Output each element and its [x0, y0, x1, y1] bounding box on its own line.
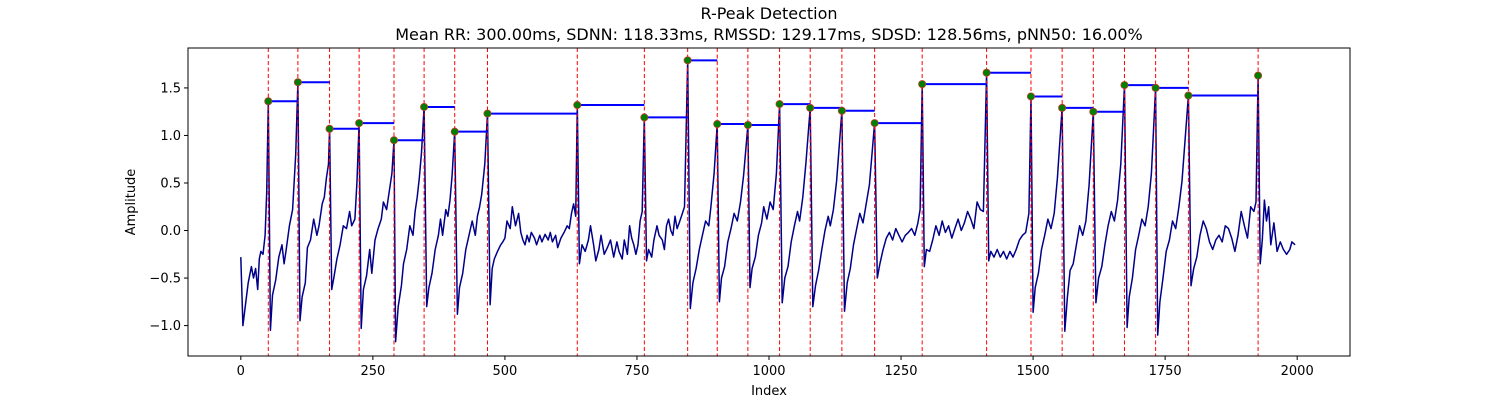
peak-marker: [713, 120, 722, 129]
x-tick-label: 0: [237, 364, 245, 379]
chart-title: R-Peak Detection: [700, 4, 837, 23]
x-tick-label: 1000: [752, 364, 785, 379]
y-axis-label: Amplitude: [124, 169, 139, 236]
x-tick-label: 750: [625, 364, 650, 379]
y-tick-label: 1.0: [160, 129, 181, 144]
peak-marker: [264, 97, 273, 106]
x-tick-label: 2000: [1281, 364, 1314, 379]
peak-marker: [293, 78, 302, 87]
peak-marker: [1089, 107, 1098, 116]
y-tick-label: −1.0: [149, 319, 181, 334]
peak-marker: [982, 68, 991, 77]
peak-marker: [870, 119, 879, 128]
peak-marker: [573, 101, 582, 110]
rr-segments-layer: [268, 59, 1259, 142]
chart-subtitle: Mean RR: 300.00ms, SDNN: 118.33ms, RMSSD…: [395, 25, 1143, 44]
ecg-signal-line: [240, 59, 1296, 343]
x-axis-label: Index: [751, 384, 787, 399]
peak-marker: [1151, 83, 1160, 92]
peak-marker: [837, 106, 846, 115]
y-tick-label: 0.5: [160, 176, 181, 191]
peak-marker: [775, 100, 784, 109]
x-tick-label: 1500: [1017, 364, 1050, 379]
axes-layer: 0 250 500 750 1000 1250 1500 1750 2000 −1.0 −0.5 0.…: [149, 81, 1313, 379]
y-tick-label: 1.5: [160, 81, 181, 96]
peak-marker: [1254, 71, 1263, 80]
signal-layer: [240, 59, 1296, 343]
peak-marker: [640, 113, 649, 122]
peak-marker: [450, 127, 459, 136]
x-tick-label: 250: [360, 364, 385, 379]
x-tick-label: 1750: [1149, 364, 1182, 379]
peak-marker: [806, 103, 815, 112]
x-tick-label: 500: [492, 364, 517, 379]
peak-lines-layer: [267, 48, 1259, 356]
y-tick-label: 0.0: [160, 224, 181, 239]
peak-marker: [325, 124, 334, 133]
x-tick-label: 1250: [884, 364, 917, 379]
peak-marker: [918, 80, 927, 89]
peak-marker: [683, 56, 692, 65]
peak-markers-layer: [264, 56, 1263, 145]
peak-marker: [389, 136, 398, 145]
peak-marker: [1058, 103, 1067, 112]
peak-marker: [1120, 81, 1129, 90]
peak-marker: [420, 102, 429, 111]
peak-marker: [743, 121, 752, 130]
y-tick-label: −0.5: [149, 272, 181, 287]
peak-marker: [1184, 91, 1193, 100]
peak-marker: [1026, 92, 1035, 101]
peak-marker: [483, 109, 492, 118]
peak-marker: [355, 119, 364, 128]
